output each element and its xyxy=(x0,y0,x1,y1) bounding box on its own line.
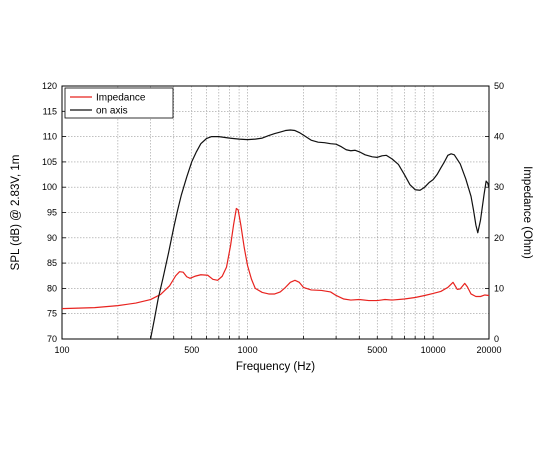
y-axis-left-title: SPL (dB) @ 2.83V, 1m xyxy=(10,155,22,271)
y-left-tick-label: 80 xyxy=(47,283,57,293)
x-tick-label: 20000 xyxy=(476,345,501,355)
y-left-tick-label: 75 xyxy=(47,309,57,319)
legend: Impedance on axis xyxy=(64,87,174,119)
y-left-tick-label: 95 xyxy=(47,208,57,218)
y-right-tick-label: 50 xyxy=(494,81,504,91)
y-right-tick-label: 0 xyxy=(494,334,499,344)
y-right-tick-label: 40 xyxy=(494,132,504,142)
legend-label-on-axis: on axis xyxy=(96,106,128,117)
y-left-tick-label: 70 xyxy=(47,334,57,344)
x-tick-label: 500 xyxy=(184,345,199,355)
legend-label-impedance: Impedance xyxy=(96,93,146,104)
x-axis-title: Frequency (Hz) xyxy=(236,361,315,373)
legend-box xyxy=(64,87,174,119)
y-left-tick-label: 90 xyxy=(47,233,57,243)
y-axis-right-title: Impedance (Ohm) xyxy=(521,166,533,259)
x-tick-label: 10000 xyxy=(421,345,446,355)
x-tick-label: 1000 xyxy=(238,345,258,355)
y-left-tick-label: 110 xyxy=(43,132,57,142)
y-left-tick-label: 85 xyxy=(47,258,57,268)
y-left-tick-label: 120 xyxy=(42,81,57,91)
y-left-tick-label: 100 xyxy=(42,182,57,192)
y-right-tick-label: 10 xyxy=(494,283,504,293)
tick-labels: 100 500 1000 5000 10000 200007075808590951001… xyxy=(42,81,504,355)
y-right-tick-label: 30 xyxy=(494,182,504,192)
y-left-tick-label: 115 xyxy=(43,106,57,116)
y-right-tick-label: 20 xyxy=(494,233,504,243)
x-tick-label: 100 xyxy=(54,345,69,355)
series-line-on-axis xyxy=(149,129,490,340)
x-tick-label: 5000 xyxy=(367,345,387,355)
series-line-impedance xyxy=(61,207,490,310)
y-left-tick-label: 105 xyxy=(42,157,57,167)
series-layer xyxy=(61,129,490,340)
grid xyxy=(62,86,489,339)
